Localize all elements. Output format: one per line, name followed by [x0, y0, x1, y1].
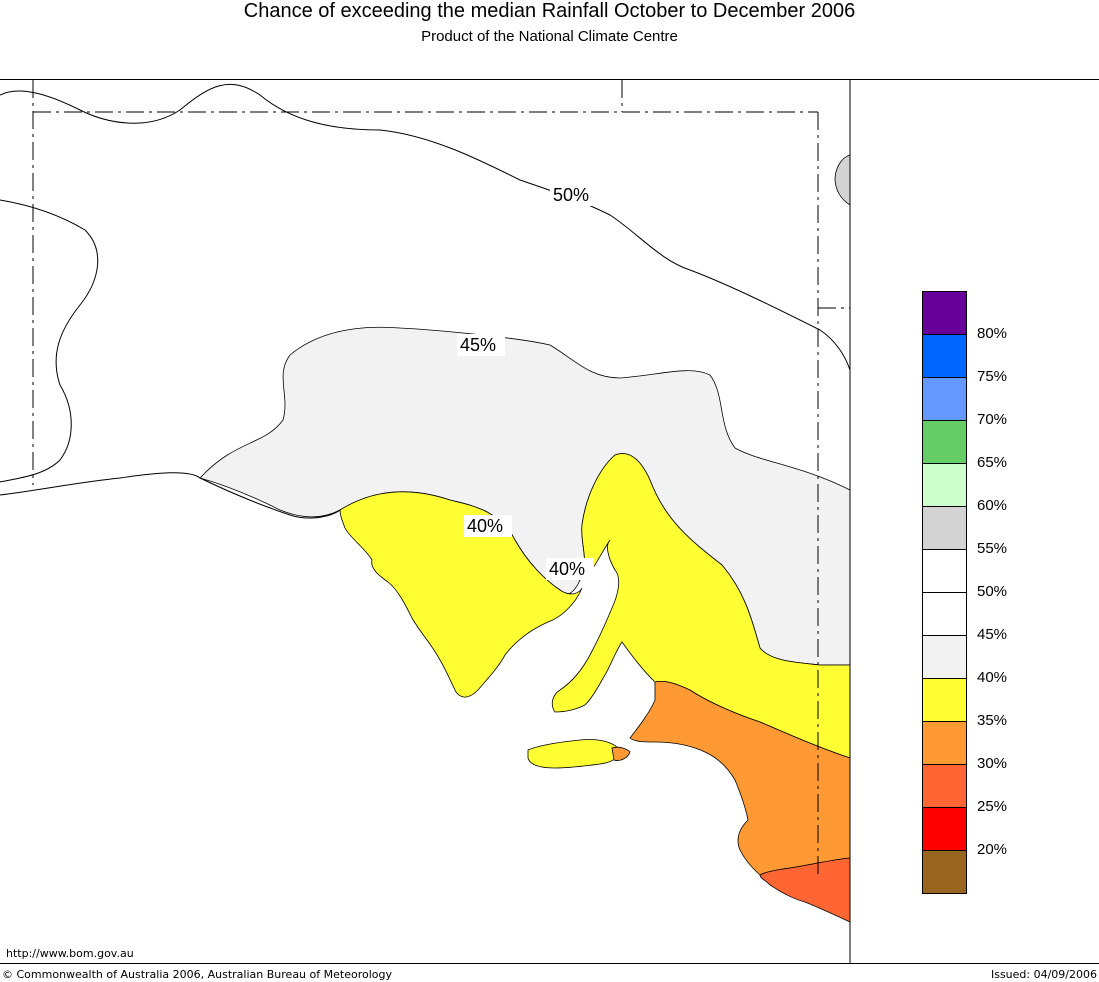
legend-swatch: [922, 549, 967, 593]
legend-swatch: [922, 764, 967, 808]
region-30-35: [629, 681, 851, 876]
contour-label-40a: 40%: [467, 516, 503, 536]
region-55-edge: [834, 154, 851, 206]
legend-label: 75%: [977, 368, 1008, 385]
legend-label: 80%: [977, 325, 1008, 342]
map-title: Chance of exceeding the median Rainfall …: [243, 0, 856, 22]
legend-swatch: [922, 678, 967, 722]
map-subtitle: Product of the National Climate Centre: [421, 28, 678, 45]
region-25-30: [759, 857, 851, 923]
legend-swatch: [922, 334, 967, 378]
legend-swatch: [922, 592, 967, 636]
contour-50: [0, 83, 851, 371]
legend-label: 60%: [977, 497, 1008, 514]
contour-label-50: 50%: [553, 185, 589, 205]
legend-swatch: [922, 463, 967, 507]
kangaroo-island-east: [611, 746, 631, 761]
legend-swatch: [922, 807, 967, 851]
legend-label: 45%: [977, 626, 1008, 643]
legend-swatch: [922, 850, 967, 894]
legend-label: 65%: [977, 454, 1008, 471]
state-boundaries: [32, 80, 850, 875]
legend-swatch: [922, 721, 967, 765]
legend-label: 70%: [977, 411, 1008, 428]
map-frame: [0, 79, 1099, 964]
region-35-40-east: [551, 453, 851, 759]
coastline-west: [0, 472, 341, 519]
legend-label: 50%: [977, 583, 1008, 600]
contour-50-west: [0, 199, 99, 483]
legend-swatch: [922, 377, 967, 421]
legend-swatch: [922, 420, 967, 464]
legend-label: 40%: [977, 669, 1008, 686]
contour-labels: 50% 45% 40% 40%: [457, 184, 598, 580]
legend-swatch: [922, 635, 967, 679]
legend-label: 20%: [977, 841, 1008, 858]
legend-label: 35%: [977, 712, 1008, 729]
contour-label-40b: 40%: [549, 559, 585, 579]
legend-swatch: [922, 506, 967, 550]
region-35-40-west: [339, 491, 583, 698]
issued-date: Issued: 04/09/2006: [990, 968, 1097, 981]
legend-swatch: [922, 291, 967, 335]
legend: [922, 291, 967, 894]
legend-label: 30%: [977, 755, 1008, 772]
legend-label: 25%: [977, 798, 1008, 815]
copyright-notice: © Commonwealth of Australia 2006, Austra…: [2, 968, 392, 981]
contour-label-45: 45%: [460, 335, 496, 355]
legend-label: 55%: [977, 540, 1008, 557]
source-url[interactable]: http://www.bom.gov.au: [6, 947, 134, 960]
